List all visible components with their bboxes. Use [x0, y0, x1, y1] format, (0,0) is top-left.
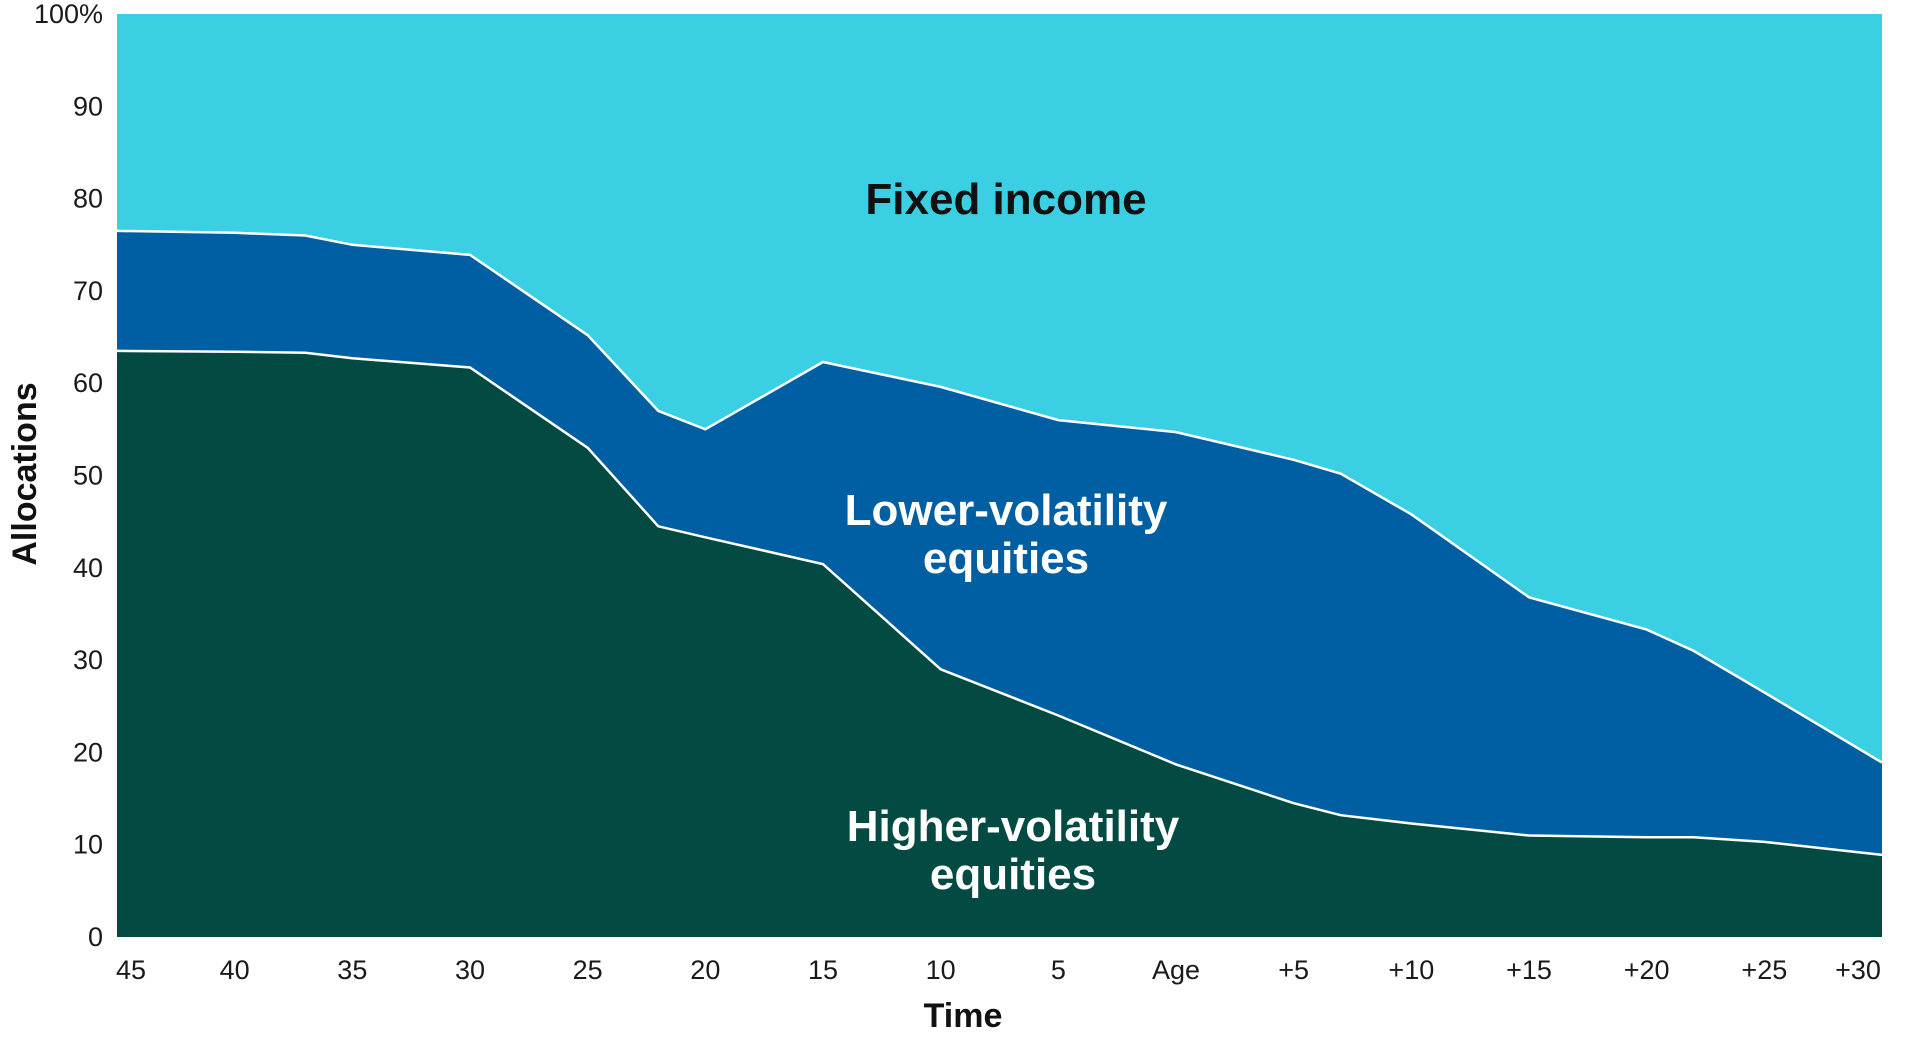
x-axis-tick-labels: 45 40 35 30 25 20 15 10 5 Age +5 +10 +15 +20 +25 +30	[116, 955, 1881, 985]
area-label-higher-volatility-equities: Higher-volatility	[847, 802, 1180, 851]
x-tick-label: 45	[116, 955, 146, 985]
y-tick-label: 20	[73, 737, 103, 767]
y-axis-title: Allocations	[6, 382, 44, 565]
y-tick-label: 90	[73, 91, 103, 121]
y-tick-label: 40	[73, 553, 103, 583]
x-tick-label: 10	[926, 955, 956, 985]
y-tick-label: 70	[73, 276, 103, 306]
area-label-fixed-income: Fixed income	[865, 175, 1146, 224]
series-boundary-lines	[116, 229, 1883, 857]
x-tick-label: 25	[573, 955, 603, 985]
y-tick-label: 100%	[34, 0, 103, 29]
x-tick-label: +20	[1624, 955, 1670, 985]
boundary-line-2	[116, 229, 1883, 764]
x-tick-label: 35	[337, 955, 367, 985]
x-tick-label: Age	[1152, 955, 1200, 985]
y-tick-label: 80	[73, 184, 103, 214]
area-fixed-income	[117, 14, 1882, 763]
x-tick-label: 15	[808, 955, 838, 985]
area-label-lower-volatility-equities: Lower-volatility	[845, 486, 1168, 535]
area-label-higher-volatility-equities: equities	[930, 850, 1096, 899]
area-lower-volatility-equities	[117, 230, 1882, 855]
area-labels: Higher-volatilityequitiesLower-volatilit…	[845, 175, 1180, 899]
y-axis-tick-labels: 0 10 20 30 40 50 60 70 80 90 100%	[34, 0, 103, 952]
x-tick-label: +15	[1506, 955, 1552, 985]
x-tick-label: 20	[690, 955, 720, 985]
chart-areas	[117, 14, 1882, 937]
y-tick-label: 0	[88, 922, 103, 952]
x-axis-title: Time	[924, 997, 1003, 1035]
x-tick-label: +30	[1835, 955, 1881, 985]
x-tick-label: +5	[1278, 955, 1309, 985]
area-label-lower-volatility-equities: equities	[923, 534, 1089, 583]
x-tick-label: 30	[455, 955, 485, 985]
x-tick-label: +25	[1741, 955, 1787, 985]
y-tick-label: 30	[73, 645, 103, 675]
y-tick-label: 10	[73, 830, 103, 860]
x-tick-label: 5	[1051, 955, 1066, 985]
y-tick-label: 60	[73, 368, 103, 398]
y-tick-label: 50	[73, 461, 103, 491]
area-higher-volatility-equities	[117, 350, 1882, 937]
boundary-line-1	[116, 349, 1883, 857]
x-tick-label: 40	[220, 955, 250, 985]
x-tick-label: +10	[1388, 955, 1434, 985]
